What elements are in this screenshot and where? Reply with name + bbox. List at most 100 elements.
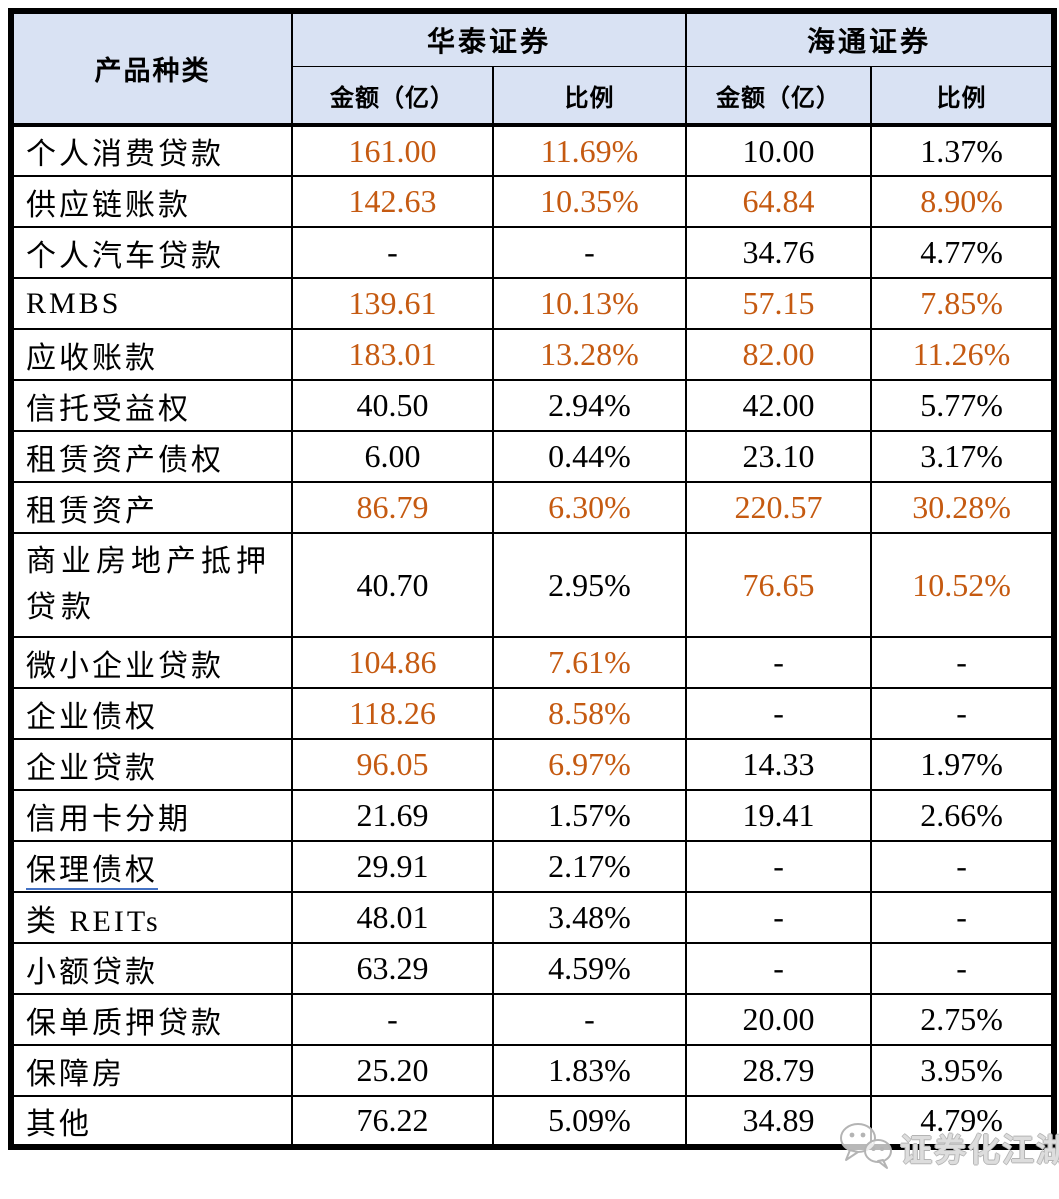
product-name-cell: 保单质押贷款: [10, 993, 293, 1046]
product-name: 租赁资产债权: [26, 443, 224, 477]
value-cell: 3.17%: [870, 430, 1056, 483]
value-cell: 183.01: [291, 328, 494, 381]
value-cell: 76.22: [291, 1095, 494, 1148]
value-cell: 4.59%: [491, 942, 688, 995]
value-cell: 20.00: [685, 993, 873, 1046]
value-cell: 40.50: [291, 379, 494, 432]
product-name-cell: 企业贷款: [10, 738, 293, 791]
value-cell: 21.69: [291, 789, 494, 842]
product-name: 个人消费贷款: [26, 138, 224, 171]
value-cell: 6.30%: [491, 481, 688, 534]
value-cell: -: [870, 942, 1056, 995]
product-name-cell: 类 REITs: [10, 891, 293, 944]
value-cell: 220.57: [685, 481, 873, 534]
value-cell: -: [291, 226, 494, 279]
col-header-huatai-amount: 金额（亿）: [291, 66, 494, 127]
value-cell: 2.75%: [870, 993, 1056, 1046]
value-cell: 34.76: [685, 226, 873, 279]
value-cell: 63.29: [291, 942, 494, 995]
col-header-haitong-amount: 金额（亿）: [685, 66, 873, 127]
table-row: 个人汽车贷款 - -34.76 4.77%: [10, 226, 1056, 279]
value-cell: 3.48%: [491, 891, 688, 944]
table-row: 信用卡分期 21.69 1.57% 19.41 2.66%: [10, 789, 1056, 842]
value-cell: 0.44%: [491, 430, 688, 483]
product-name: 其他: [26, 1107, 92, 1141]
product-name-cell: 小额贷款: [10, 942, 293, 995]
table-row: RMBS 139.61 10.13% 57.15 7.85%: [10, 277, 1056, 330]
product-name-cell: 企业债权: [10, 687, 293, 740]
product-name: 信托受益权: [26, 392, 191, 426]
product-name-cell: 保理债权: [10, 840, 293, 893]
value-cell: 1.57%: [491, 789, 688, 842]
value-cell: -: [291, 993, 494, 1046]
product-name-cell: 保障房: [10, 1044, 293, 1097]
table-row: 保单质押贷款 - -20.00 2.75%: [10, 993, 1056, 1046]
header-row-metrics: 金额（亿） 比例 金额（亿） 比例: [11, 66, 1056, 127]
value-cell: 57.15: [685, 277, 873, 330]
value-cell: 28.79: [685, 1044, 873, 1097]
value-cell: 7.61%: [491, 636, 688, 689]
value-cell: 34.89: [685, 1095, 873, 1148]
product-name: 企业贷款: [26, 751, 158, 785]
value-cell: 5.09%: [491, 1095, 688, 1148]
value-cell: 30.28%: [870, 481, 1056, 534]
product-name-cell: RMBS: [10, 277, 293, 330]
table-row: 商业房地产抵押贷款 40.70 2.95% 76.65 10.52%: [10, 532, 1056, 638]
table-row: 小额贷款 63.29 4.59% - -: [10, 942, 1056, 995]
securities-abs-products-table: 产品种类 华泰证券 海通证券 金额（亿） 比例 金额（亿） 比例 个人消费贷款 1…: [8, 8, 1058, 1150]
table-row: 保理债权 29.91 2.17% - -: [10, 840, 1056, 893]
value-cell: 40.70: [291, 532, 494, 638]
value-cell: 10.00: [685, 124, 873, 177]
value-cell: 161.00: [291, 124, 494, 177]
product-name: 个人汽车贷款: [26, 239, 224, 273]
value-cell: -: [685, 687, 873, 740]
value-cell: 142.63: [291, 175, 494, 228]
value-cell: 48.01: [291, 891, 494, 944]
product-name-cell: 应收账款: [10, 328, 293, 381]
value-cell: 23.10: [685, 430, 873, 483]
value-cell: 25.20: [291, 1044, 494, 1097]
col-header-product-type: 产品种类: [10, 10, 293, 127]
table-row: 供应链账款 142.63 10.35% 64.84 8.90%: [10, 175, 1056, 228]
col-header-haitong-ratio: 比例: [870, 66, 1056, 127]
value-cell: -: [685, 636, 873, 689]
value-cell: 13.28%: [491, 328, 688, 381]
value-cell: 8.58%: [491, 687, 688, 740]
value-cell: 19.41: [685, 789, 873, 842]
table-body: 个人消费贷款 161.00 11.69% 10.00 1.37% 供应链账款 142.63 1…: [10, 124, 1056, 1148]
product-name-cell: 供应链账款: [10, 175, 293, 228]
value-cell: -: [491, 993, 688, 1046]
product-name-cell: 租赁资产债权: [10, 430, 293, 483]
value-cell: -: [870, 840, 1056, 893]
value-cell: 2.66%: [870, 789, 1056, 842]
value-cell: 10.13%: [491, 277, 688, 330]
col-header-haitong-securities: 海通证券: [685, 10, 1056, 67]
value-cell: -: [685, 891, 873, 944]
table-row: 租赁资产 86.79 6.30% 220.57 30.28%: [10, 481, 1056, 534]
value-cell: 29.91: [291, 840, 494, 893]
value-cell: 6.00: [291, 430, 494, 483]
product-name: 供应链账款: [26, 188, 191, 222]
table-row: 信托受益权 40.50 2.94% 42.00 5.77%: [10, 379, 1056, 432]
value-cell: -: [685, 840, 873, 893]
value-cell: 2.95%: [491, 532, 688, 638]
value-cell: 14.33: [685, 738, 873, 791]
value-cell: -: [685, 942, 873, 995]
product-name: RMBS: [26, 286, 122, 320]
value-cell: 2.94%: [491, 379, 688, 432]
product-name: 小额贷款: [26, 955, 158, 989]
product-name-cell: 微小企业贷款: [10, 636, 293, 689]
table-header: 产品种类 华泰证券 海通证券 金额（亿） 比例 金额（亿） 比例: [10, 10, 1056, 127]
value-cell: 5.77%: [870, 379, 1056, 432]
table-row: 企业债权 118.26 8.58% - -: [10, 687, 1056, 740]
product-name: 商业房地产抵押贷款: [26, 544, 271, 625]
product-name: 保障房: [26, 1057, 125, 1091]
value-cell: 1.97%: [870, 738, 1056, 791]
table-row: 个人消费贷款 161.00 11.69% 10.00 1.37%: [10, 124, 1056, 177]
product-name: 微小企业贷款: [26, 649, 224, 683]
product-name-cell: 信用卡分期: [10, 789, 293, 842]
value-cell: 6.97%: [491, 738, 688, 791]
value-cell: 11.69%: [491, 124, 688, 177]
product-name-cell: 商业房地产抵押贷款: [10, 532, 293, 638]
product-name: 信用卡分期: [26, 802, 191, 836]
